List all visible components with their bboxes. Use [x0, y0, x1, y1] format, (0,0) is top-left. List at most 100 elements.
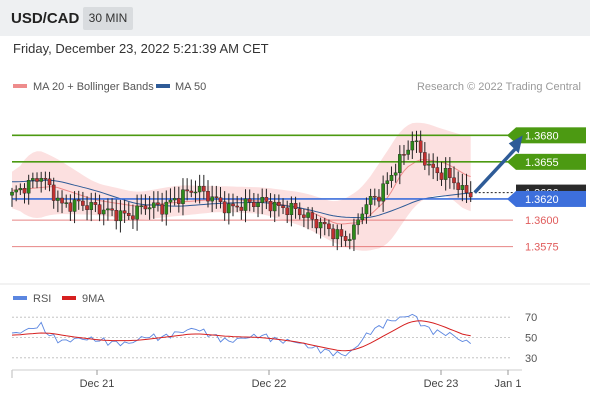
level-label-1.3600: 1.3600 [525, 215, 559, 227]
candle-body [347, 239, 352, 241]
level-tag-box [516, 153, 586, 170]
candle-body [22, 188, 27, 194]
candle-body [222, 201, 227, 214]
candle-body [277, 201, 281, 206]
candle-body [143, 205, 148, 210]
research-credit: Research © 2022 Trading Central [417, 81, 581, 93]
candle-body [331, 228, 335, 240]
x-tick-label: Dec 23 [424, 378, 459, 390]
x-tick-label: Dec 21 [80, 378, 115, 390]
candle-body [227, 203, 231, 214]
candle-body [114, 209, 119, 222]
candle-body [318, 222, 323, 229]
candle-body [468, 192, 473, 198]
candle-body [47, 178, 52, 186]
candle-body [310, 212, 315, 220]
candle-body [398, 154, 402, 173]
candle-body [56, 197, 60, 201]
legend-swatch-rsi [13, 296, 27, 300]
candle-body [435, 167, 440, 174]
candle-body [97, 204, 102, 215]
candle-body [214, 196, 219, 198]
candle-body [452, 177, 456, 184]
header-bar: USD/CAD 30 MIN [0, 0, 590, 36]
candle-body [464, 185, 469, 193]
candle-body [448, 168, 452, 178]
candle-body [126, 213, 131, 216]
rsi-tick-30: 30 [525, 353, 537, 365]
bollinger-band [12, 122, 471, 251]
candle-body [156, 202, 160, 205]
candle-body [414, 140, 419, 143]
candle-body [360, 213, 365, 221]
legend-swatch-ma50 [156, 84, 170, 88]
candle-body [218, 197, 223, 202]
candle-body [172, 198, 177, 201]
x-tick-label: Dec 22 [252, 378, 287, 390]
candle-body [76, 199, 81, 202]
candle-body [81, 200, 85, 206]
rsi-ma-line [11, 320, 471, 352]
candle-body [14, 189, 18, 193]
legend-label-9ma: 9MA [82, 293, 105, 305]
candle-body [364, 204, 369, 215]
candle-body [264, 197, 269, 202]
candle-body [51, 184, 56, 201]
candle-body [164, 201, 169, 215]
candle-body [85, 205, 89, 210]
level-tag-1.3620: 1.3620 [507, 190, 586, 207]
candle-body [423, 152, 427, 166]
candle-body [135, 205, 139, 220]
candle-body [139, 205, 144, 208]
candle-body [385, 180, 390, 184]
candle-body [168, 199, 173, 203]
candle-body [122, 210, 127, 214]
candle-body [335, 229, 340, 240]
candle-body [418, 140, 423, 153]
candle-body [339, 229, 344, 237]
candle-body [35, 178, 39, 182]
candle-body [210, 196, 214, 202]
candle-body [431, 163, 435, 168]
candle-body [439, 172, 444, 180]
candle-body [443, 168, 448, 180]
level-tag-pointer [507, 153, 516, 170]
candle-body [68, 202, 73, 212]
rsi-tick-50: 50 [525, 333, 537, 345]
candle-body [18, 188, 23, 191]
candle-body [456, 182, 460, 190]
candle-body [402, 154, 406, 156]
candle-body [247, 198, 252, 203]
candle-body [106, 208, 110, 211]
candle-body [302, 214, 306, 218]
candle-body [231, 203, 235, 207]
candle-body [406, 149, 410, 155]
candle-body [256, 202, 260, 208]
candle-body [377, 196, 381, 202]
candle-body [289, 203, 294, 216]
candle-body [235, 205, 239, 208]
legend-swatch-ma20 [13, 84, 27, 88]
candle-body [410, 141, 415, 151]
candle-body [89, 202, 94, 210]
candle-body [272, 201, 277, 212]
level-tag-1.3680: 1.3680 [507, 127, 586, 144]
candle-body [160, 204, 164, 215]
legend-label-ma50: MA 50 [175, 81, 206, 93]
level-tag-box [516, 190, 586, 207]
timeframe-button[interactable]: 30 MIN [83, 7, 133, 30]
level-tag-text: 1.3620 [525, 194, 559, 206]
rsi-line [11, 313, 471, 357]
candle-body [268, 201, 273, 212]
candle-body [293, 203, 298, 209]
level-tag-pointer [507, 127, 516, 144]
candle-body [39, 178, 43, 182]
candle-body [260, 197, 265, 203]
candle-body [285, 207, 290, 216]
level-tag-1.3655: 1.3655 [507, 153, 586, 170]
candle-body [343, 236, 348, 241]
candle-body [131, 215, 135, 220]
candle-body [193, 191, 198, 194]
legend-swatch-9ma [62, 296, 76, 300]
